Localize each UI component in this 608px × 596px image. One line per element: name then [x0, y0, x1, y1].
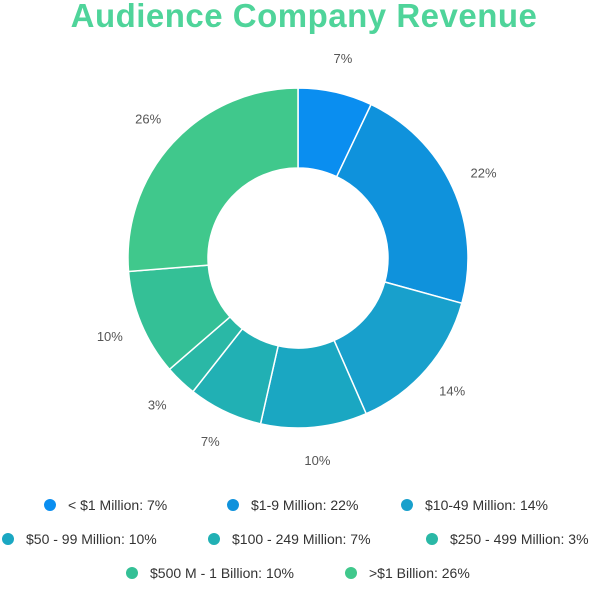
legend-label: >$1 Billion: 26%	[369, 565, 470, 581]
legend-label: $50 - 99 Million: 10%	[26, 531, 157, 547]
legend-swatch	[208, 533, 220, 545]
legend-swatch	[426, 533, 438, 545]
legend-item[interactable]: $1-9 Million: 22%	[227, 494, 358, 516]
legend-item[interactable]: $100 - 249 Million: 7%	[208, 528, 371, 550]
donut-chart: 7% 22% 14% 10% 7% 3% 10% 26%	[97, 51, 497, 468]
slice-percent-label: 26%	[135, 112, 161, 127]
legend-item[interactable]: $250 - 499 Million: 3%	[426, 528, 589, 550]
legend-swatch	[345, 567, 357, 579]
slice-percent-label: 7%	[201, 434, 220, 449]
legend: < $1 Million: 7% $1-9 Million: 22% $10-4…	[0, 494, 608, 596]
donut-slice[interactable]	[127, 87, 299, 273]
legend-label: $100 - 249 Million: 7%	[232, 531, 371, 547]
legend-label: $1-9 Million: 22%	[251, 497, 359, 513]
legend-label: $10-49 Million: 14%	[425, 497, 548, 513]
legend-swatch	[2, 533, 14, 545]
slice-percent-label: 3%	[148, 398, 167, 413]
legend-item[interactable]: $500 M - 1 Billion: 10%	[126, 562, 294, 584]
legend-row: < $1 Million: 7% $1-9 Million: 22% $10-4…	[0, 494, 608, 516]
legend-row: $500 M - 1 Billion: 10% >$1 Billion: 26%	[0, 562, 608, 584]
slice-percent-label: 10%	[97, 329, 123, 344]
legend-item[interactable]: < $1 Million: 7%	[44, 494, 167, 516]
donut-slice[interactable]	[335, 103, 469, 305]
legend-item[interactable]: >$1 Billion: 26%	[345, 562, 470, 584]
slice-percent-label: 10%	[304, 453, 330, 468]
legend-swatch	[401, 499, 413, 511]
legend-swatch	[227, 499, 239, 511]
slice-percent-label: 22%	[471, 165, 497, 180]
slice-percent-label: 7%	[334, 51, 353, 66]
legend-row: $50 - 99 Million: 10% $100 - 249 Million…	[0, 528, 608, 550]
legend-label: $500 M - 1 Billion: 10%	[150, 565, 294, 581]
slice-percent-label: 14%	[439, 384, 465, 399]
legend-item[interactable]: $10-49 Million: 14%	[401, 494, 548, 516]
legend-label: < $1 Million: 7%	[68, 497, 168, 513]
legend-label: $250 - 499 Million: 3%	[450, 531, 589, 547]
legend-item[interactable]: $50 - 99 Million: 10%	[2, 528, 157, 550]
legend-swatch	[126, 567, 138, 579]
legend-swatch	[44, 499, 56, 511]
chart-title: Audience Company Revenue	[70, 0, 538, 34]
